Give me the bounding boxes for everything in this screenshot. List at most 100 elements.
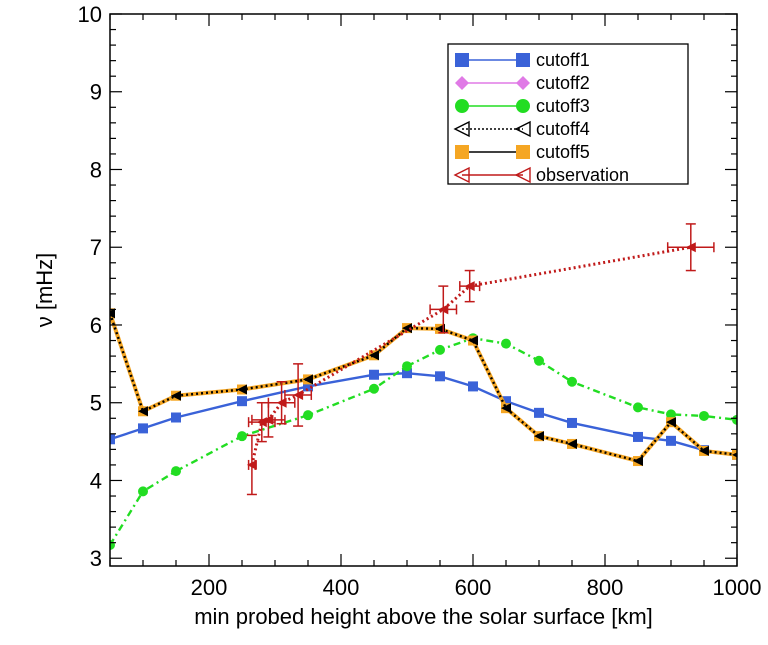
data-point-cutoff4-6: [402, 323, 412, 334]
y-tick-label: 9: [90, 80, 102, 105]
data-point-cutoff3-3: [237, 431, 247, 442]
data-point-cutoff1-4: [303, 381, 313, 392]
legend-label-cutoff1: cutoff1: [536, 50, 590, 70]
legend-marker-end-cutoff1: [516, 53, 530, 67]
data-point-cutoff4-4: [303, 374, 313, 385]
legend-marker-start-observation: [453, 166, 470, 184]
data-point-observation-3: [276, 397, 287, 408]
data-point-cutoff1-6: [402, 368, 412, 379]
x-tick-label: 800: [587, 575, 624, 600]
data-point-observation-2: [263, 414, 274, 425]
legend-entry-cutoff1: cutoff1: [455, 50, 590, 70]
legend-label-cutoff4: cutoff4: [536, 119, 590, 139]
legend-label-observation: observation: [536, 165, 629, 185]
y-tick-label: 7: [90, 235, 102, 260]
legend-marker-end-cutoff5: [516, 145, 530, 159]
legend-marker-start-cutoff4: [453, 120, 470, 138]
data-point-cutoff4-12: [633, 456, 643, 467]
data-point-cutoff3-10: [534, 355, 544, 366]
legend-entry-observation: observation: [453, 165, 629, 185]
legend-box: [447, 43, 689, 185]
legend-entry-cutoff5: cutoff5: [455, 142, 590, 162]
data-point-cutoff4-11: [567, 438, 577, 449]
data-point-cutoff4-7: [435, 323, 445, 334]
x-tick-label: 600: [455, 575, 492, 600]
y-tick-label: 5: [90, 391, 102, 416]
legend-entry-cutoff2: cutoff2: [455, 73, 590, 93]
data-point-cutoff1-5: [369, 369, 379, 380]
data-point-cutoff4-10: [534, 431, 544, 442]
data-point-observation-4: [293, 389, 304, 400]
data-point-observation-7: [685, 242, 696, 253]
legend-marker-start-cutoff5: [455, 145, 469, 159]
data-point-cutoff3-1: [138, 486, 148, 497]
data-point-cutoff3-4: [303, 410, 313, 421]
data-point-cutoff1-13: [666, 435, 676, 446]
legend-label-cutoff3: cutoff3: [536, 96, 590, 116]
legend-marker-start-cutoff1: [455, 53, 469, 67]
data-point-cutoff3-5: [369, 383, 379, 394]
data-point-cutoff3-7: [435, 344, 445, 355]
x-tick-label: 400: [323, 575, 360, 600]
legend-marker-start-cutoff2: [455, 76, 469, 90]
data-point-cutoff3-11: [567, 376, 577, 387]
legend-entry-cutoff4: cutoff4: [453, 119, 590, 139]
series-line-cutoff3: [110, 336, 737, 546]
data-point-cutoff3-15: [732, 414, 737, 425]
legend-label-cutoff2: cutoff2: [536, 73, 590, 93]
y-tick-label: 10: [78, 2, 102, 27]
series-cutoff4: [110, 308, 737, 467]
legend-marker-start-cutoff3: [455, 99, 469, 113]
x-tick-label: 1000: [713, 575, 762, 600]
data-point-cutoff3-14: [699, 410, 709, 421]
data-point-cutoff4-8: [468, 335, 478, 346]
y-tick-label: 6: [90, 313, 102, 338]
legend-marker-end-cutoff3: [516, 99, 530, 113]
y-tick-label: 8: [90, 157, 102, 182]
data-point-cutoff4-5: [369, 350, 379, 361]
data-point-cutoff1-3: [237, 396, 247, 407]
plot-frame: [109, 13, 738, 567]
data-series: [110, 223, 737, 551]
data-point-cutoff1-11: [567, 417, 577, 428]
y-axis-label: ν [mHz]: [32, 253, 57, 328]
data-point-cutoff1-10: [534, 407, 544, 418]
data-point-cutoff4-3: [237, 384, 247, 395]
series-line-cutoff4: [110, 312, 737, 463]
data-point-cutoff4-9: [501, 403, 511, 414]
data-point-cutoff3-12: [633, 402, 643, 413]
legend-marker-end-observation: [514, 166, 531, 184]
data-point-cutoff1-7: [435, 371, 445, 382]
x-axis-label: min probed height above the solar surfac…: [194, 604, 653, 629]
data-point-cutoff4-15: [732, 452, 737, 458]
data-point-cutoff1-2: [171, 412, 181, 423]
data-point-cutoff3-13: [666, 409, 676, 420]
data-point-cutoff4-2: [171, 390, 181, 401]
data-point-observation-0: [246, 459, 257, 470]
data-point-cutoff1-12: [633, 431, 643, 442]
data-point-cutoff4-14: [699, 445, 709, 456]
data-point-cutoff1-1: [138, 423, 148, 434]
data-point-cutoff1-0: [110, 434, 115, 445]
data-point-observation-5: [438, 304, 449, 315]
legend-label-cutoff5: cutoff5: [536, 142, 590, 162]
x-tick-label: 200: [191, 575, 228, 600]
legend: cutoff1 cutoff2 cutoff3 cutoff4 cutoff5 obser…: [447, 43, 689, 185]
data-point-cutoff4-0: [110, 308, 115, 319]
data-point-observation-6: [464, 281, 475, 292]
data-point-cutoff4-13: [666, 417, 676, 428]
data-point-cutoff1-8: [468, 381, 478, 392]
legend-entry-cutoff3: cutoff3: [455, 96, 590, 116]
y-tick-label: 4: [90, 468, 102, 493]
data-point-cutoff3-2: [171, 466, 181, 477]
legend-marker-end-cutoff2: [516, 76, 530, 90]
axes: 200 400 600 800 1000 3 4 5 6 7 8 9 10: [78, 2, 762, 600]
data-point-cutoff4-1: [138, 406, 148, 417]
data-point-cutoff3-9: [501, 338, 511, 349]
data-point-cutoff1-9: [501, 396, 511, 407]
y-tick-label: 3: [90, 546, 102, 571]
data-point-cutoff3-6: [402, 361, 412, 372]
legend-marker-end-cutoff4: [514, 120, 531, 138]
series-observation: [246, 223, 715, 496]
